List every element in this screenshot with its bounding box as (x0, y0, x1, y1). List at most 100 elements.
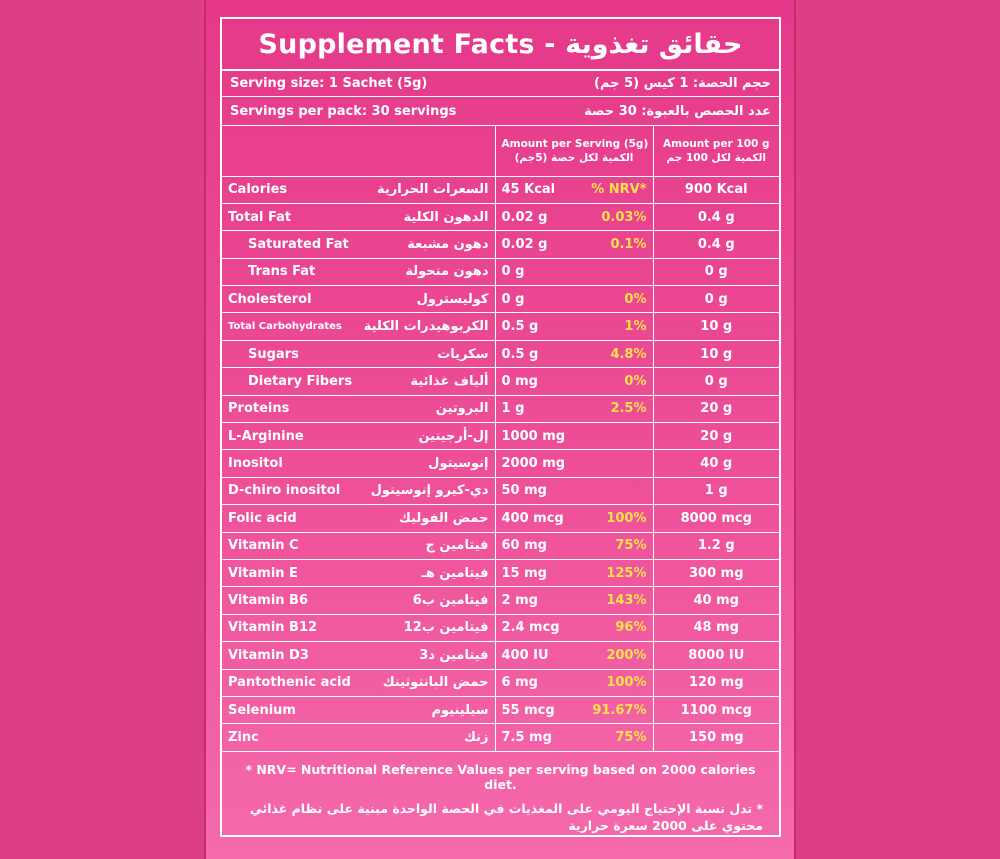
per-serving-cell: 0 mg 0% (495, 367, 654, 396)
nutrient-name-en: Inositol (228, 456, 283, 472)
table-row: Total Fat الدهون الكلية 0.02 g 0.03% 0.4 g (222, 203, 779, 232)
nutrient-name-cell: Proteins البروتين (222, 395, 496, 424)
nrv-percent: 4.8% (610, 346, 647, 362)
table-row: Saturated Fat دهون مشبعة 0.02 g 0.1% 0.4 g (222, 230, 779, 259)
nutrient-name-en: Pantothenic acid (228, 675, 351, 691)
nrv-percent: 143% (606, 593, 647, 609)
per-serving-cell: 7.5 mg 75% (495, 723, 654, 752)
table-header-row: Amount per Serving (5g) الكمية لكل حصة (… (222, 126, 779, 177)
nutrient-name-ar: فيتامين د3 (419, 647, 489, 663)
nutrient-name-en: Total Carbohydrates (228, 321, 342, 333)
nutrient-name-en: Total Fat (228, 209, 292, 225)
header-per-100g-en: Amount per 100 g (663, 137, 770, 150)
per-serving-amount: 0 g (501, 264, 525, 280)
per-serving-amount: 45 Kcal (501, 182, 556, 198)
nutrient-name-en: Saturated Fat (248, 236, 349, 252)
nutrient-name-en: Proteins (228, 401, 290, 417)
table-row: Vitamin B12 فيتامين ب12 2.4 mcg 96% 48 mg (222, 614, 779, 643)
table-row: L-Arginine إل-أرجينين 1000 mg 20 g (222, 422, 779, 451)
nutrient-name-en: Calories (228, 182, 288, 198)
nutrient-name-cell: Vitamin B6 فيتامين ب6 (222, 586, 496, 615)
header-per-100g-ar: الكمية لكل 100 جم (666, 151, 766, 164)
per-serving-cell: 1000 mg (495, 422, 654, 451)
nrv-percent: 200% (606, 647, 647, 663)
nutrient-name-ar: السعرات الحرارية (376, 182, 489, 198)
nutrient-name-ar: فيتامين ج (425, 538, 489, 554)
header-per-100g: Amount per 100 g الكمية لكل 100 جم (653, 126, 779, 177)
per-serving-amount: 0.5 g (501, 346, 539, 362)
per-serving-amount: 55 mcg (501, 702, 555, 718)
per-100g-cell: 8000 mcg (653, 504, 779, 533)
supplement-facts-label: Supplement Facts - حقائق تغذوية Serving … (220, 17, 781, 837)
nutrient-name-cell: L-Arginine إل-أرجينين (222, 422, 496, 451)
nutrition-table: Amount per Serving (5g) الكمية لكل حصة (… (222, 126, 779, 752)
nutrient-name-ar: سكريات (437, 346, 489, 362)
per-serving-amount: 6 mg (501, 675, 538, 691)
per-100g-cell: 120 mg (653, 669, 779, 697)
nutrient-name-ar: حمض البانتوثينك (382, 675, 489, 691)
per-100g-cell: 0.4 g (653, 230, 779, 259)
per-serving-cell: 60 mg 75% (495, 532, 654, 560)
nrv-percent: 91.67% (592, 702, 647, 718)
per-serving-cell: 0 g 0% (495, 285, 654, 314)
table-row: Proteins البروتين 1 g 2.5% 20 g (222, 395, 779, 424)
per-serving-cell: 0 g (495, 258, 654, 287)
nutrient-name-cell: Pantothenic acid حمض البانتوثينك (222, 669, 496, 697)
per-100g-cell: 40 mg (653, 586, 779, 615)
nrv-percent: 75% (615, 538, 647, 554)
nutrient-name-cell: Dietary Fibers ألياف غذائية (222, 367, 496, 396)
nrv-percent: 100% (606, 510, 647, 526)
nutrient-name-ar: البروتين (435, 401, 489, 417)
per-serving-amount: 0.02 g (501, 209, 548, 225)
nutrient-name-cell: Selenium سيلينيوم (222, 696, 496, 725)
per-serving-cell: 50 mg (495, 477, 654, 506)
table-row: Selenium سيلينيوم 55 mcg 91.67% 1100 mcg (222, 696, 779, 725)
nutrient-name-ar: الكربوهيدرات الكلية (363, 319, 489, 335)
per-serving-cell: 1 g 2.5% (495, 395, 654, 424)
footnote-ar: * تدل نسبة الإحتياج اليومي على المغذيات … (249, 800, 763, 833)
per-serving-cell: 0.02 g 0.1% (495, 230, 654, 259)
nutrient-name-en: Vitamin E (228, 565, 298, 581)
per-serving-cell: 55 mcg 91.67% (495, 696, 654, 725)
nutrient-name-ar: إل-أرجينين (418, 428, 489, 444)
per-serving-cell: 15 mg 125% (495, 559, 654, 588)
label-title: Supplement Facts - حقائق تغذوية (222, 19, 779, 71)
table-row: Zinc زنك 7.5 mg 75% 150 mg (222, 723, 779, 752)
per-serving-cell: 0.02 g 0.03% (495, 203, 654, 232)
nutrient-name-en: Vitamin C (228, 538, 299, 554)
servings-per-pack-line: Servings per pack: 30 servings عدد الحصص… (222, 97, 779, 126)
nutrient-name-cell: Saturated Fat دهون مشبعة (222, 230, 496, 259)
table-row: Trans Fat دهون متحولة 0 g 0 g (222, 258, 779, 287)
nutrient-name-ar: زنك (464, 730, 489, 745)
nutrient-name-en: Trans Fat (248, 264, 316, 280)
nutrient-name-en: Sugars (248, 346, 299, 362)
per-serving-amount: 1000 mg (501, 428, 566, 444)
nutrient-name-en: Vitamin B12 (228, 620, 318, 636)
per-100g-cell: 10 g (653, 340, 779, 369)
nutrient-name-ar: سيلينيوم (431, 702, 489, 718)
nutrient-name-cell: Trans Fat دهون متحولة (222, 258, 496, 287)
per-serving-cell: 2.4 mcg 96% (495, 614, 654, 643)
nutrient-name-cell: Cholesterol كوليسترول (222, 285, 496, 314)
per-100g-cell: 900 Kcal (653, 176, 779, 204)
nutrient-name-ar: فيتامين هـ (421, 565, 489, 581)
nutrient-name-ar: فيتامين ب12 (403, 620, 489, 636)
nutrient-name-en: D-chiro inositol (228, 483, 341, 499)
per-serving-amount: 7.5 mg (501, 730, 552, 745)
nrv-percent: 75% (615, 730, 647, 745)
per-100g-cell: 8000 IU (653, 641, 779, 670)
nutrient-name-ar: دهون مشبعة (407, 236, 489, 252)
nutrient-name-cell: Calories السعرات الحرارية (222, 176, 496, 204)
per-serving-cell: 6 mg 100% (495, 669, 654, 697)
table-row: Inositol إنوسيتول 2000 mg 40 g (222, 449, 779, 478)
nutrient-name-ar: كوليسترول (416, 291, 489, 307)
per-serving-amount: 2000 mg (501, 456, 566, 472)
per-100g-cell: 10 g (653, 312, 779, 341)
per-serving-amount: 2 mg (501, 593, 538, 609)
serving-size-ar: حجم الحصة: 1 كيس (5 جم) (594, 76, 771, 91)
nutrient-name-cell: Vitamin C فيتامين ج (222, 532, 496, 560)
table-row: Vitamin E فيتامين هـ 15 mg 125% 300 mg (222, 559, 779, 588)
per-serving-amount: 400 IU (501, 647, 549, 663)
nutrient-name-en: Vitamin B6 (228, 593, 309, 609)
per-100g-cell: 150 mg (653, 723, 779, 752)
